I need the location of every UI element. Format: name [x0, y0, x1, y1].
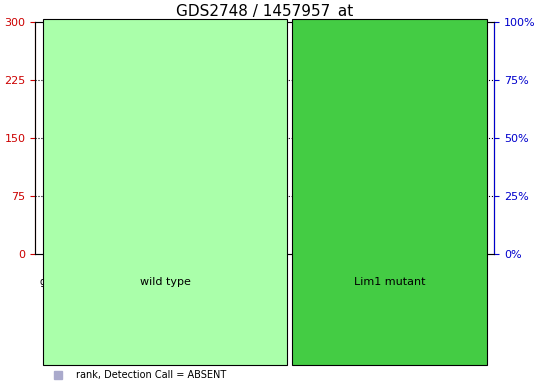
- Bar: [159, 91, 171, 254]
- Bar: [252, 192, 278, 254]
- Bar: [451, 204, 478, 254]
- Text: Lim1 mutant: Lim1 mutant: [354, 277, 426, 287]
- Text: wild type: wild type: [139, 277, 191, 287]
- Text: rank, Detection Call = ABSENT: rank, Detection Call = ABSENT: [77, 370, 227, 380]
- Text: value, Detection Call = ABSENT: value, Detection Call = ABSENT: [77, 353, 232, 362]
- Text: count: count: [77, 318, 104, 328]
- Bar: [202, 184, 228, 254]
- Bar: [352, 212, 378, 254]
- Title: GDS2748 / 1457957_at: GDS2748 / 1457957_at: [176, 4, 354, 20]
- Bar: [109, 184, 121, 254]
- Bar: [309, 139, 321, 254]
- Bar: [402, 215, 428, 254]
- Text: percentile rank within the sample: percentile rank within the sample: [77, 335, 241, 345]
- Text: genotype/variation: genotype/variation: [40, 277, 132, 287]
- Bar: [52, 225, 78, 254]
